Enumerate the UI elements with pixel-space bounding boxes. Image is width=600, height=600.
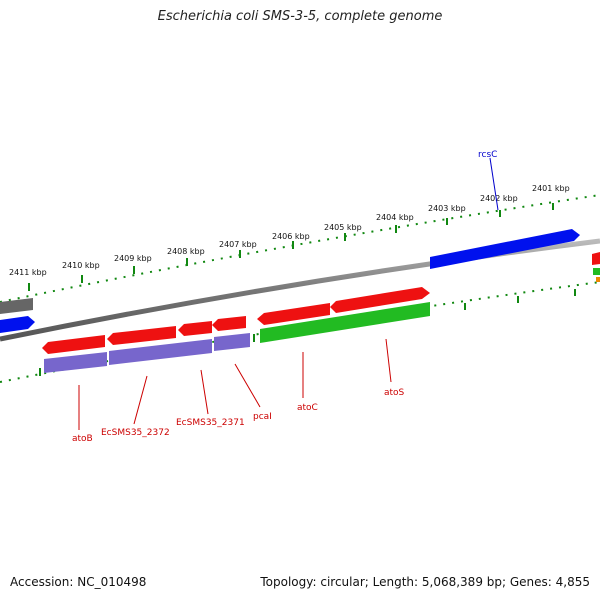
- tick-label: 2406 kbp: [272, 232, 310, 241]
- map-title: Escherichia coli SMS-3-5, complete genom…: [157, 9, 443, 24]
- cds-red-5[interactable]: [257, 303, 330, 325]
- cds-red-6[interactable]: [330, 287, 430, 313]
- cds-left-blue[interactable]: [0, 316, 35, 333]
- cds-purple-pcaI[interactable]: [214, 333, 250, 351]
- cds-red-1[interactable]: [42, 335, 105, 354]
- tick-label: 2402 kbp: [480, 194, 518, 203]
- leader-2371: [200, 369, 209, 415]
- gene-label-atoC: atoC: [297, 403, 318, 413]
- cds-rcsC[interactable]: [430, 229, 580, 269]
- cds-red-4[interactable]: [212, 316, 246, 331]
- tick-labels: 2401 kbp 2402 kbp 2403 kbp 2404 kbp 2405…: [9, 184, 570, 277]
- cds-left-gray[interactable]: [0, 298, 33, 314]
- cds-purple-2372[interactable]: [109, 339, 212, 365]
- cds-red-3[interactable]: [178, 321, 212, 336]
- tick-label: 2411 kbp: [9, 268, 47, 277]
- cds-red-2[interactable]: [107, 326, 176, 345]
- tick-label: 2410 kbp: [62, 261, 100, 270]
- outer-major-ticks: [28, 203, 554, 291]
- gene-label-2372: EcSMS35_2372: [101, 428, 170, 438]
- cds-purple-atoB[interactable]: [44, 352, 107, 373]
- gene-label-rcsC: rcsC: [478, 150, 497, 160]
- leader-pcaI: [234, 363, 261, 408]
- gene-label-atoS: atoS: [384, 388, 405, 398]
- gene-annotations: rcsC atoB EcSMS35_2372 EcSMS35_2371 pcaI…: [72, 150, 499, 444]
- inner-tick-track: [0, 281, 600, 383]
- tick-label: 2409 kbp: [114, 254, 152, 263]
- red-cds-row: [42, 287, 430, 354]
- tick-label: 2407 kbp: [219, 240, 257, 249]
- tick-label: 2401 kbp: [532, 184, 570, 193]
- leader-rcsC: [489, 157, 499, 211]
- accession-text: Accession: NC_010498: [10, 575, 147, 589]
- tick-label: 2405 kbp: [324, 223, 362, 232]
- leader-2372: [133, 375, 148, 425]
- cds-right-orange[interactable]: [596, 277, 600, 282]
- gene-label-2371: EcSMS35_2371: [176, 418, 245, 428]
- cds-right-green[interactable]: [593, 268, 600, 275]
- gene-label-atoB: atoB: [72, 434, 93, 444]
- forward-strand-features: [0, 229, 600, 333]
- tick-label: 2404 kbp: [376, 213, 414, 222]
- leader-atoS: [385, 338, 392, 383]
- tick-label: 2408 kbp: [167, 247, 205, 256]
- lower-cds-row: [44, 302, 430, 373]
- tick-label: 2403 kbp: [428, 204, 466, 213]
- cds-right-red[interactable]: [592, 252, 600, 265]
- gene-label-pcaI: pcaI: [253, 412, 272, 422]
- genome-summary-text: Topology: circular; Length: 5,068,389 bp…: [260, 575, 590, 589]
- cds-green-atoC[interactable]: [260, 302, 430, 343]
